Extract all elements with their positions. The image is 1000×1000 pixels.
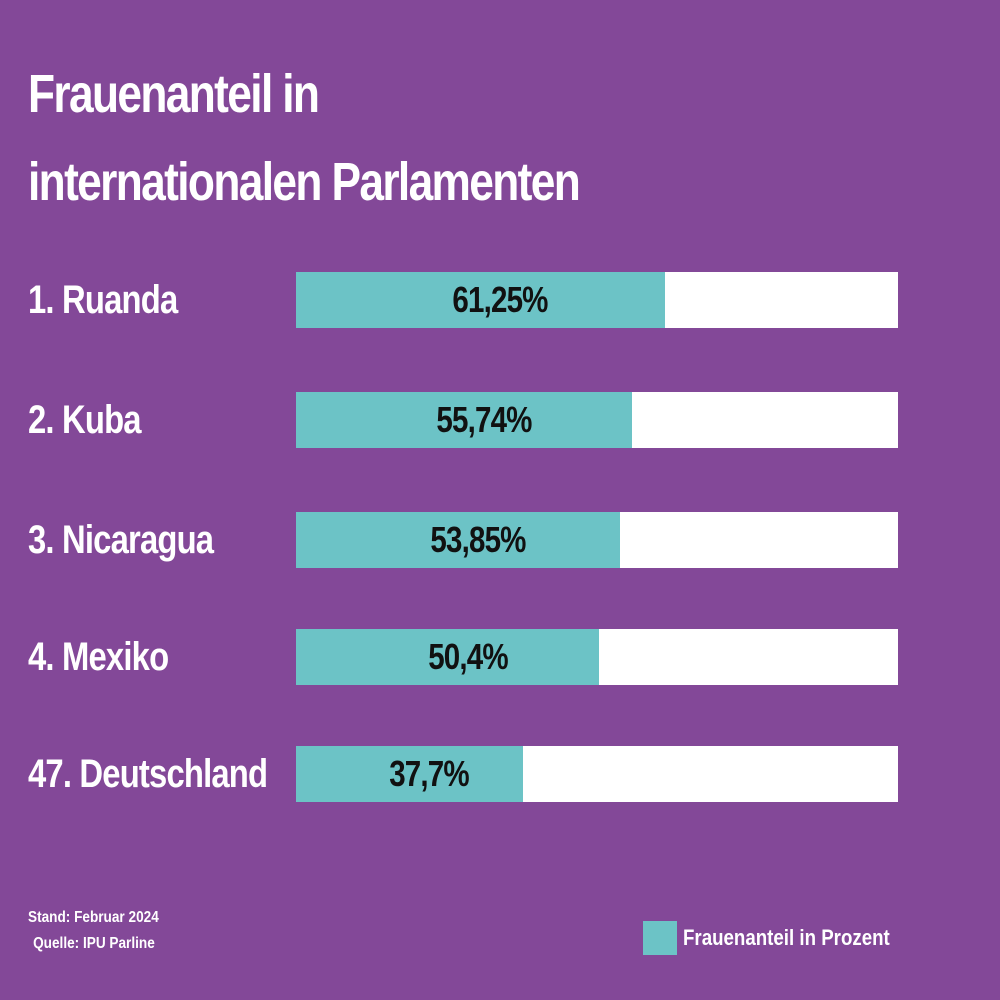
bar-track: 55,74% (296, 392, 898, 448)
footer-notes: Stand: Februar 2024 Quelle: IPU Parline (28, 905, 159, 957)
category-label: 2. Kuba (28, 398, 142, 442)
bar-track: 50,4% (296, 629, 898, 685)
bar-track: 37,7% (296, 746, 898, 802)
value-label: 61,25% (452, 279, 549, 320)
bar (296, 629, 600, 685)
category-label: 4. Mexiko (28, 635, 169, 679)
chart-title: Frauenanteil in internationalen Parlamen… (28, 50, 799, 226)
footer-source: Quelle: IPU Parline (33, 935, 155, 952)
bar-track: 61,25% (296, 272, 898, 328)
bar-track: 53,85% (296, 512, 898, 568)
bar (296, 746, 523, 802)
chart-title-line-1: Frauenanteil in (28, 64, 320, 124)
value-label: 55,74% (436, 399, 532, 440)
bar (296, 272, 665, 328)
value-label: 53,85% (430, 519, 526, 560)
value-label: 37,7% (389, 753, 470, 794)
bar (296, 512, 621, 568)
footer-stand: Stand: Februar 2024 (28, 909, 159, 926)
category-label: 47. Deutschland (28, 752, 268, 796)
category-label: 1. Ruanda (28, 278, 178, 322)
chart-legend: Frauenanteil in Prozent (643, 921, 926, 955)
bar (296, 392, 632, 448)
value-label: 50,4% (427, 636, 508, 677)
legend-label: Frauenanteil in Prozent (683, 925, 890, 950)
legend-swatch (643, 921, 677, 955)
chart-title-line-2: internationalen Parlamenten (28, 152, 581, 212)
category-label: 3. Nicaragua (28, 518, 214, 562)
